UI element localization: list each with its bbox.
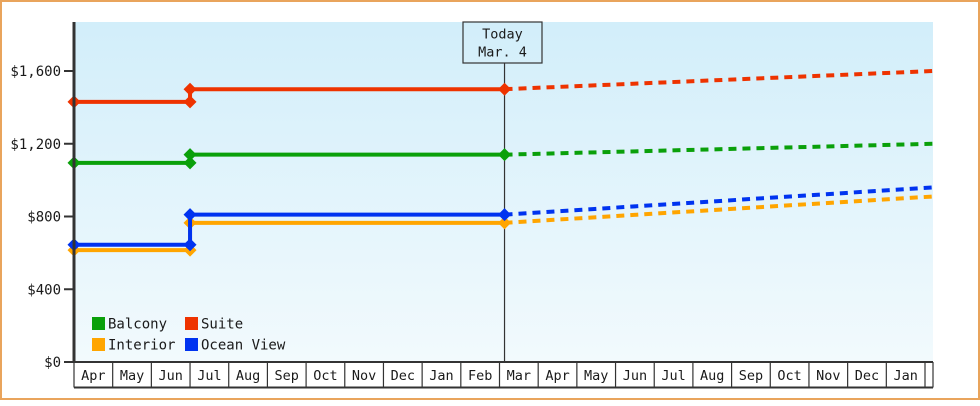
x-axis-month-label: Mar — [507, 368, 531, 384]
y-axis-label: $1,200 — [10, 137, 61, 153]
data-point-marker-suite — [183, 95, 197, 109]
y-axis-label: $1,600 — [10, 64, 61, 80]
legend-swatch-ocean-view — [185, 338, 198, 351]
legend-swatch-interior — [92, 338, 105, 351]
x-axis-month-label: Jul — [197, 368, 221, 384]
x-axis-month-label: Jul — [661, 368, 685, 384]
forecast-line-balcony — [504, 141, 934, 157]
x-axis-month-label: Jan — [429, 368, 453, 384]
today-label: Today — [482, 27, 523, 43]
today-annotation: Today Mar. 4 — [462, 21, 543, 64]
y-axis-label: $400 — [27, 282, 61, 298]
axes-layer: $0 $400 $800 $1,200 $1,600 Apr May Jun Jul Aug Sep… — [10, 22, 934, 389]
data-point-marker-balcony — [498, 148, 512, 162]
data-point-marker-ocean-view — [498, 208, 512, 222]
data-point-marker-suite — [183, 82, 197, 96]
x-axis-month-label: Oct — [777, 368, 801, 384]
forecast-line-ocean-view — [504, 185, 934, 217]
x-axis-month-label: Jun — [159, 368, 183, 384]
today-box — [462, 21, 543, 64]
x-axis-month-label: Apr — [545, 368, 569, 384]
data-point-marker-balcony — [183, 148, 197, 162]
plot-background-layer — [74, 22, 933, 362]
x-axis-month-label: May — [584, 368, 608, 384]
series-ocean-view — [67, 185, 934, 252]
x-axis-month-label: Jun — [623, 368, 647, 384]
x-axis-month-label: Aug — [236, 368, 260, 384]
plot-background — [74, 22, 933, 362]
x-axis-month-label: Feb — [468, 368, 492, 384]
x-axis-month-label: Dec — [391, 368, 415, 384]
x-axis-month-label: Aug — [700, 368, 724, 384]
legend-swatch-balcony — [92, 317, 105, 330]
x-axis-month-label: Nov — [816, 368, 840, 384]
legend-label-ocean-view: Ocean View — [201, 338, 286, 354]
legend-label-suite: Suite — [201, 317, 243, 333]
series-suite — [67, 69, 934, 109]
legend-layer: Balcony Suite Interior Ocean View — [92, 317, 286, 354]
series-balcony — [67, 141, 934, 170]
x-axis-month-label: Oct — [313, 368, 337, 384]
legend-label-interior: Interior — [108, 338, 175, 354]
x-axis-month-label: Sep — [739, 368, 763, 384]
y-axis-label: $0 — [44, 355, 61, 371]
y-axis-label: $800 — [27, 210, 61, 226]
x-axis-month-label: Sep — [275, 368, 299, 384]
x-axis-month-label: Dec — [855, 368, 879, 384]
series-layer — [67, 69, 934, 257]
data-point-marker-balcony — [183, 156, 197, 170]
legend-label-balcony: Balcony — [108, 317, 167, 333]
x-axis-month-label: Nov — [352, 368, 376, 384]
data-point-marker-interior — [498, 216, 512, 230]
data-point-marker-ocean-view — [183, 238, 197, 252]
x-axis-month-label: Apr — [81, 368, 105, 384]
data-point-marker-suite — [498, 82, 512, 96]
legend-swatch-suite — [185, 317, 198, 330]
data-point-marker-ocean-view — [183, 208, 197, 222]
today-date: Mar. 4 — [478, 45, 527, 61]
x-axis-month-label: Jan — [893, 368, 917, 384]
x-axis-month-label: May — [120, 368, 144, 384]
forecast-line-interior — [504, 194, 934, 225]
history-line-ocean-view — [74, 212, 505, 247]
forecast-line-suite — [504, 69, 934, 92]
